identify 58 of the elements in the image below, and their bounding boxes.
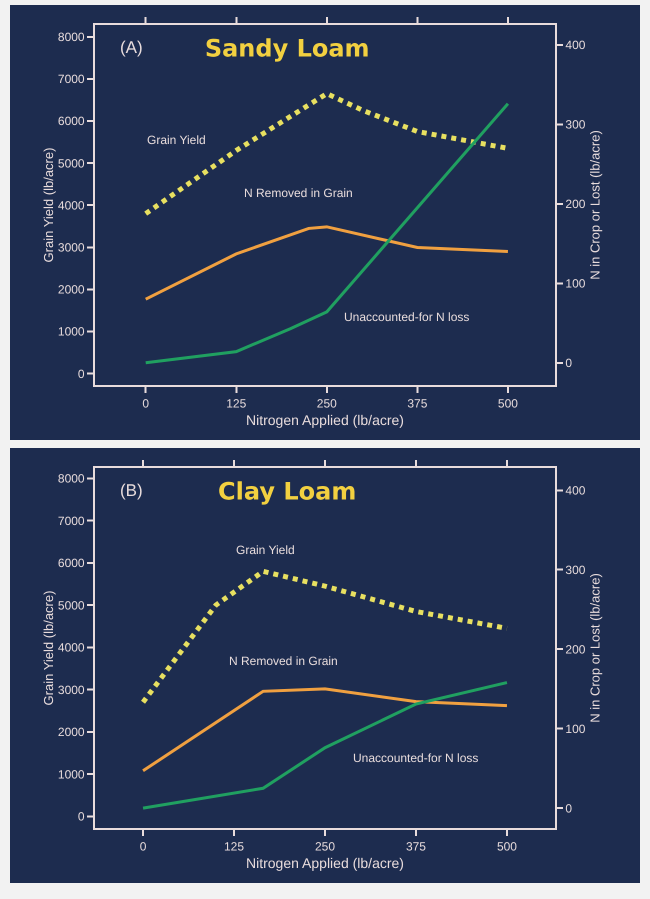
x-tick-label: 500	[496, 839, 518, 854]
chart-title: Sandy Loam	[204, 34, 370, 63]
series-label: Unaccounted-for N loss	[353, 751, 478, 765]
chart-title: Clay Loam	[218, 478, 356, 506]
y-tick-label: 5000	[58, 156, 85, 170]
x-tick-label: 125	[224, 839, 244, 854]
y2-tick-label: 400	[565, 38, 586, 52]
y-tick-label: 4000	[58, 640, 85, 655]
x-tick-label: 0	[140, 839, 147, 854]
y2-tick-label: 100	[565, 276, 586, 290]
y-tick-label: 3000	[58, 240, 85, 255]
y2-tick-label: 0	[565, 801, 572, 816]
y-tick-label: 1000	[58, 767, 85, 782]
x-tick-label: 250	[316, 396, 338, 410]
y2-tick-label: 300	[565, 118, 586, 132]
y2-tick-label: 200	[565, 642, 586, 656]
y-tick-label: 7000	[58, 72, 85, 86]
x-tick-label: 250	[314, 839, 336, 854]
y2-tick-label: 0	[565, 356, 572, 370]
line-series	[144, 225, 510, 301]
x-tick-label: 500	[498, 396, 518, 410]
line-series	[142, 681, 508, 810]
x-tick-label: 375	[407, 396, 428, 410]
y2-axis-title: N in Crop or Lost (lb/acre)	[588, 573, 603, 723]
y2-axis-title: N in Crop or Lost (lb/acre)	[588, 130, 603, 280]
y-axis-title: Grain Yield (lb/acre)	[40, 148, 56, 262]
y-tick-label: 8000	[58, 472, 85, 486]
series-label: Grain Yield	[147, 133, 206, 147]
y-tick-label: 0	[78, 810, 85, 824]
y-tick-label: 5000	[58, 598, 85, 612]
series-label: Grain Yield	[236, 543, 295, 557]
x-tick-label: 0	[142, 396, 150, 410]
y-tick-label: 1000	[58, 324, 85, 339]
series-label: Unaccounted-for N loss	[344, 310, 470, 324]
y-axis-title: Grain Yield (lb/acre)	[40, 590, 56, 706]
line-series	[142, 687, 508, 772]
y-tick-label: 4000	[58, 198, 85, 212]
series-label: N Removed in Grain	[229, 654, 338, 668]
annotation: (B)	[120, 481, 143, 500]
y-tick-label: 0	[78, 366, 85, 381]
y-tick-label: 7000	[58, 514, 85, 528]
y-tick-label: 8000	[58, 30, 85, 44]
line-series	[144, 102, 510, 364]
y2-tick-label: 100	[565, 722, 586, 736]
text: N Removed in Grain	[244, 186, 353, 200]
y2-tick-label: 300	[565, 562, 586, 577]
x-tick-label: 375	[406, 839, 426, 854]
annotation: (A)	[120, 38, 143, 57]
y-tick-label: 6000	[58, 556, 85, 570]
y2-tick-label: 400	[565, 483, 586, 498]
x-axis-title: Nitrogen Applied (lb/acre)	[246, 412, 404, 428]
x-axis-title: Nitrogen Applied (lb/acre)	[246, 855, 404, 872]
y-tick-label: 6000	[58, 114, 85, 128]
x-tick-label: 125	[226, 396, 247, 410]
y-tick-label: 2000	[58, 725, 85, 740]
y-tick-label: 2000	[58, 282, 85, 297]
y2-tick-label: 200	[565, 197, 586, 212]
y-tick-label: 3000	[58, 682, 85, 697]
